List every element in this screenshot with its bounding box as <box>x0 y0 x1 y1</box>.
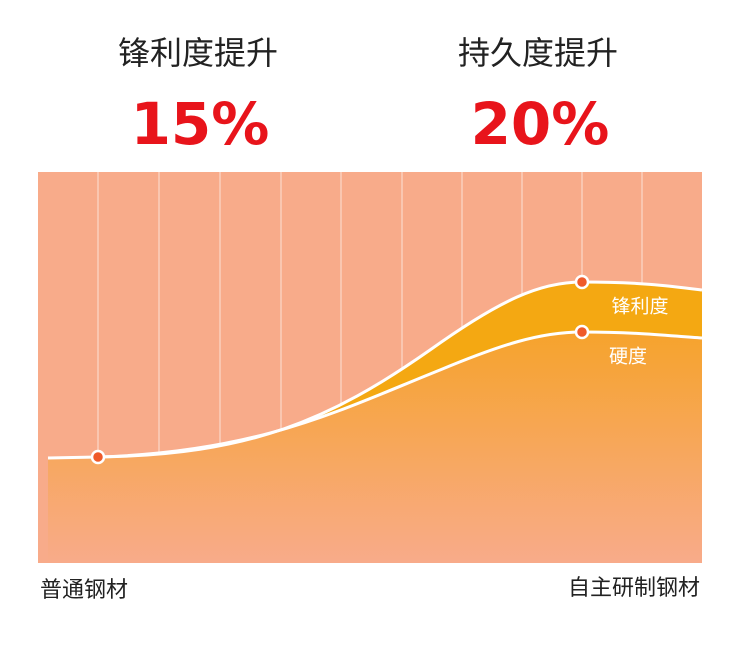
curve-label: 硬度 <box>609 346 647 368</box>
curve-label: 锋利度 <box>611 296 668 318</box>
stat-value: 20% <box>471 90 610 158</box>
stat-value: 15% <box>131 90 270 158</box>
lower-curve <box>97 330 703 459</box>
stat-label: 锋利度提升 <box>118 34 278 72</box>
dots <box>90 274 590 465</box>
lower-area <box>48 332 702 563</box>
x-label: 普通钢材 <box>40 578 128 603</box>
stat-label: 持久度提升 <box>458 34 618 72</box>
x-label: 自主研制钢材 <box>568 576 700 601</box>
